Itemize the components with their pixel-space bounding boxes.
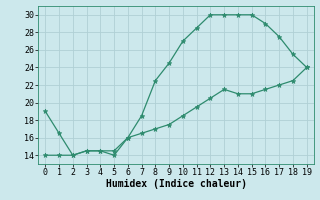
X-axis label: Humidex (Indice chaleur): Humidex (Indice chaleur)	[106, 179, 246, 189]
